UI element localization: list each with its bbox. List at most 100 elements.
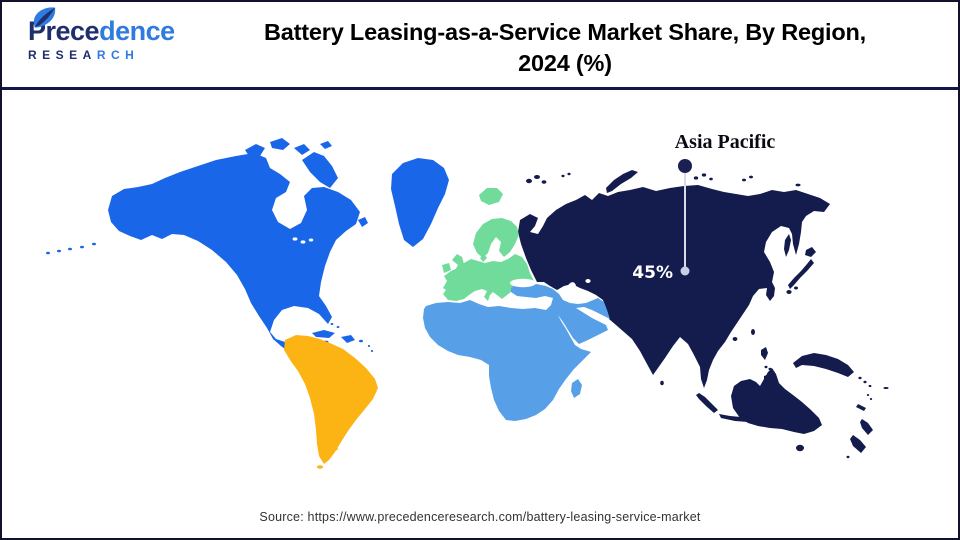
callout-asia-pacific: Asia Pacific 45% bbox=[632, 131, 775, 283]
new-guinea bbox=[793, 353, 854, 377]
stewart-island bbox=[846, 455, 850, 459]
arctic-island-4 bbox=[320, 141, 332, 149]
antilles-2 bbox=[370, 350, 374, 352]
new-siberian-1 bbox=[742, 178, 746, 182]
japan-honshu bbox=[788, 259, 814, 289]
map-region-asia-pacific bbox=[518, 170, 889, 459]
sri-lanka bbox=[660, 380, 664, 386]
philippines-visayas-1 bbox=[764, 365, 768, 369]
great-britain bbox=[452, 254, 467, 275]
hainan bbox=[732, 337, 738, 341]
franz-josef-2 bbox=[567, 172, 571, 176]
sea-overlays bbox=[292, 237, 591, 300]
tierra-del-fuego bbox=[317, 465, 323, 469]
franz-josef-1 bbox=[561, 174, 565, 178]
japan-hokkaido bbox=[805, 247, 816, 257]
new-siberian-2 bbox=[749, 175, 753, 179]
tasmania bbox=[796, 444, 804, 452]
vanuatu-2 bbox=[869, 398, 873, 400]
title-line-1: Battery Leasing-as-a-Service Market Shar… bbox=[264, 19, 866, 45]
world-map-svg: Asia Pacific 45% bbox=[46, 131, 889, 469]
philippines-luzon bbox=[761, 347, 768, 360]
footer: Source: https://www.precedenceresearch.c… bbox=[2, 510, 958, 524]
severnaya-3 bbox=[709, 177, 713, 181]
severnaya-1 bbox=[693, 176, 699, 180]
map-region-middle-east-africa bbox=[423, 283, 610, 421]
svalbard-2 bbox=[534, 175, 540, 179]
denmark bbox=[480, 254, 487, 262]
arctic-island-2 bbox=[270, 138, 290, 150]
greenland bbox=[391, 158, 449, 247]
aleutian-4 bbox=[80, 245, 84, 249]
logo-text-secondary-blue: RCH bbox=[96, 48, 140, 62]
title-line-2: 2024 (%) bbox=[518, 50, 612, 76]
japan-kyushu bbox=[786, 290, 792, 294]
scandinavia bbox=[473, 218, 519, 258]
solomons-1 bbox=[858, 376, 862, 380]
arctic-island-3 bbox=[294, 144, 310, 155]
caspian-sea bbox=[565, 282, 577, 300]
new-zealand-north bbox=[860, 419, 873, 435]
africa-middle-east bbox=[423, 283, 610, 421]
world-map: Asia Pacific 45% bbox=[2, 92, 960, 492]
new-caledonia bbox=[856, 404, 866, 411]
aleutian-2 bbox=[57, 249, 61, 253]
falkland-islands bbox=[332, 447, 338, 451]
hispaniola bbox=[341, 335, 355, 343]
logo-text-secondary-dark: RESEA bbox=[28, 48, 97, 62]
severnaya-2 bbox=[701, 173, 707, 177]
map-region-south-america bbox=[284, 335, 378, 469]
novaya-zemlya bbox=[606, 170, 638, 193]
japan-shikoku bbox=[794, 286, 798, 290]
map-region-north-america bbox=[46, 138, 449, 356]
aleutian-5 bbox=[92, 242, 96, 246]
aral-sea bbox=[585, 279, 591, 283]
south-america-mainland bbox=[284, 335, 378, 464]
header: Precedence RESEARCH Battery Leasing-as-a… bbox=[2, 2, 958, 88]
fiji bbox=[883, 387, 889, 389]
callout-dot-top bbox=[678, 159, 692, 173]
svalbard-3 bbox=[541, 180, 547, 184]
baffin-island bbox=[302, 152, 338, 188]
aleutian-3 bbox=[68, 247, 72, 251]
great-lake-3 bbox=[308, 238, 314, 242]
leaf-icon bbox=[33, 7, 56, 28]
aleutian-1 bbox=[46, 251, 50, 255]
great-lake-2 bbox=[300, 240, 306, 244]
callout-dot-bottom bbox=[680, 266, 690, 276]
puerto-rico bbox=[359, 339, 363, 343]
callout-label: Asia Pacific bbox=[675, 131, 776, 153]
callout-value: 45% bbox=[632, 263, 673, 283]
new-zealand-south bbox=[850, 435, 866, 453]
great-lake-1 bbox=[292, 237, 298, 241]
logo-text-secondary: RESEARCH bbox=[28, 48, 182, 62]
wrangel-island bbox=[795, 183, 801, 187]
arctic-island-1 bbox=[245, 144, 265, 156]
bahamas-1 bbox=[330, 323, 334, 325]
madagascar bbox=[571, 379, 582, 398]
java bbox=[719, 414, 750, 422]
north-america-mainland bbox=[108, 153, 360, 356]
newfoundland bbox=[358, 217, 368, 227]
vanuatu-1 bbox=[866, 394, 870, 396]
solomons-2 bbox=[863, 380, 867, 384]
antilles-1 bbox=[367, 345, 371, 347]
black-sea bbox=[510, 278, 536, 288]
page-title: Battery Leasing-as-a-Service Market Shar… bbox=[182, 2, 958, 88]
logo-precedence-research: Precedence RESEARCH bbox=[2, 2, 182, 88]
taiwan bbox=[751, 329, 755, 335]
cuba bbox=[312, 330, 335, 338]
iceland bbox=[479, 188, 503, 205]
header-divider bbox=[2, 87, 958, 90]
logo-text-primary-blue: dence bbox=[99, 16, 175, 46]
bahamas-2 bbox=[336, 326, 340, 328]
asia-mainland bbox=[518, 185, 830, 388]
sumatra bbox=[696, 393, 718, 413]
australia bbox=[731, 368, 822, 434]
source-text: Source: https://www.precedenceresearch.c… bbox=[259, 510, 701, 524]
ireland bbox=[442, 263, 451, 273]
solomons-3 bbox=[868, 384, 872, 388]
svalbard bbox=[526, 178, 532, 184]
sakhalin bbox=[784, 234, 791, 257]
